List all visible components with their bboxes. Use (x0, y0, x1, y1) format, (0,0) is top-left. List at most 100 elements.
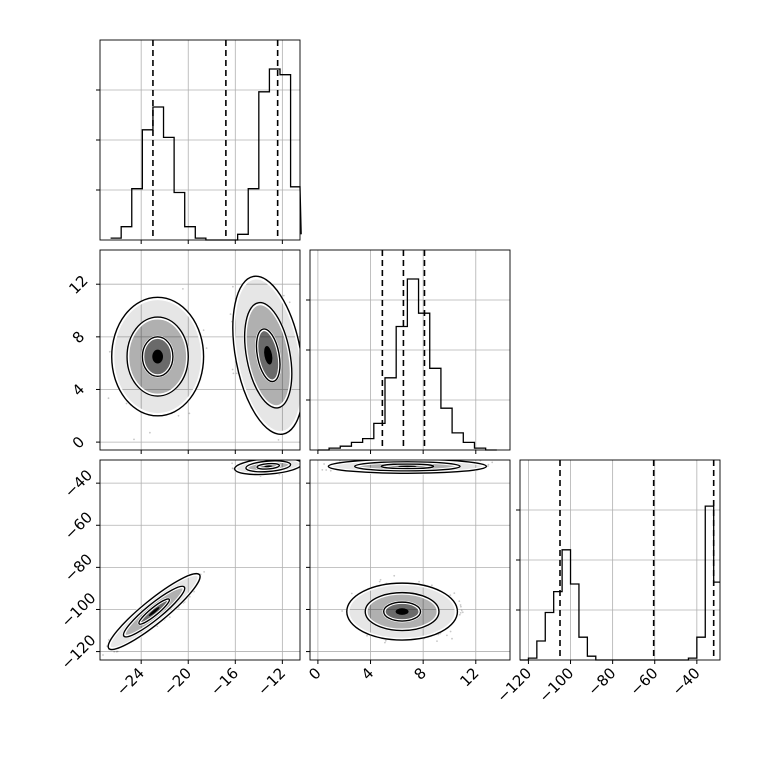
contour-halo (111, 296, 205, 417)
scatter-point (436, 640, 438, 642)
panel-frame (99, 249, 301, 451)
scatter-point (287, 454, 289, 456)
density-peak (152, 349, 163, 364)
scatter-point (487, 465, 489, 467)
scatter-point (329, 469, 332, 472)
scatter-point (294, 458, 296, 460)
panel-frame (99, 459, 301, 661)
scatter-point (427, 458, 429, 460)
x-tick-label: −40 (669, 664, 704, 699)
scatter-point (378, 580, 381, 583)
scatter-point (453, 592, 456, 594)
contour-line (364, 591, 440, 632)
histogram-step (317, 278, 497, 451)
scatter-point (431, 584, 433, 587)
panel-frame (309, 459, 511, 661)
scatter-point (491, 461, 494, 464)
density-content (95, 275, 305, 456)
y-tick-label: −100 (58, 589, 100, 631)
scatter-point (205, 347, 208, 349)
contour-line (138, 598, 171, 625)
panel-frame (99, 39, 301, 241)
contour-line (232, 275, 300, 435)
scatter-point (384, 639, 387, 642)
scatter-point (350, 458, 352, 460)
contour-line (245, 460, 292, 473)
scatter-point (168, 616, 171, 618)
scatter-point (275, 456, 277, 458)
density-peak (148, 607, 160, 616)
x-tick-label: −16 (207, 664, 242, 699)
histogram-step (520, 505, 720, 661)
scatter-point (341, 610, 343, 612)
scatter-point (102, 654, 104, 656)
scatter-point (350, 592, 353, 595)
scatter-point (286, 457, 288, 459)
scatter-point (449, 630, 452, 633)
density-content (98, 456, 303, 662)
scatter-point (182, 288, 184, 290)
scatter-point (451, 637, 453, 640)
scatter-point (188, 595, 191, 598)
scatter-point (231, 462, 234, 465)
scatter-point (379, 578, 382, 581)
scatter-point (95, 346, 97, 348)
density-content (321, 458, 494, 644)
scatter-point (108, 350, 111, 353)
contour-line (346, 582, 459, 641)
scatter-point (366, 634, 368, 637)
contour-line (380, 463, 435, 470)
density-panel-0-2: −24 −20 −16 −12 −120−100 −80 −60 −40 (58, 456, 303, 699)
scatter-point (487, 463, 490, 466)
x-tick-label: 8 (411, 664, 430, 683)
scatter-point (460, 609, 463, 612)
scatter-point (235, 372, 238, 375)
scatter-point (301, 461, 303, 463)
contour-line (141, 336, 174, 378)
scatter-point (277, 439, 280, 441)
panel-frame (309, 249, 511, 451)
scatter-point (282, 294, 285, 297)
contour-line (107, 572, 201, 651)
y-tick-label: −40 (61, 466, 96, 501)
scatter-point (384, 641, 386, 644)
histogram-panel-2: −120 −100 −80 −60 −40 (493, 459, 721, 706)
panel-frame (519, 459, 721, 661)
y-tick-label: −80 (61, 550, 96, 585)
density-peak (398, 465, 417, 468)
scatter-point (301, 352, 303, 354)
scatter-point (303, 378, 305, 380)
x-tick-label: −20 (160, 664, 195, 699)
density-panel-0-1: 0 4 8 12 (65, 249, 305, 456)
contour-line (256, 462, 281, 470)
y-tick-label: −120 (58, 631, 100, 673)
scatter-point (125, 402, 128, 405)
scatter-point (202, 329, 205, 332)
contour-line (122, 585, 186, 638)
contour-line (233, 460, 300, 476)
scatter-point (115, 650, 118, 653)
scatter-point (323, 463, 325, 465)
x-tick-label: −80 (584, 664, 619, 699)
x-tick-label: −60 (626, 664, 661, 699)
x-tick-label: 4 (358, 664, 377, 683)
y-tick-label: 8 (69, 328, 88, 347)
scatter-point (229, 313, 232, 315)
scatter-point (459, 612, 462, 614)
scatter-point (231, 368, 234, 371)
scatter-point (98, 660, 100, 662)
density-peak (264, 346, 273, 365)
scatter-point (325, 469, 328, 471)
scatter-point (288, 301, 291, 304)
scatter-point (458, 613, 461, 616)
contour-line (354, 460, 461, 472)
contour-line (243, 301, 293, 409)
scatter-point (149, 431, 151, 434)
scatter-point (449, 594, 452, 596)
x-tick-label: −120 (493, 664, 535, 706)
density-panel-1-2: 0 4 8 12 (305, 458, 511, 690)
contour-line (111, 296, 205, 417)
scatter-point (203, 571, 206, 573)
contour-line (327, 460, 488, 474)
